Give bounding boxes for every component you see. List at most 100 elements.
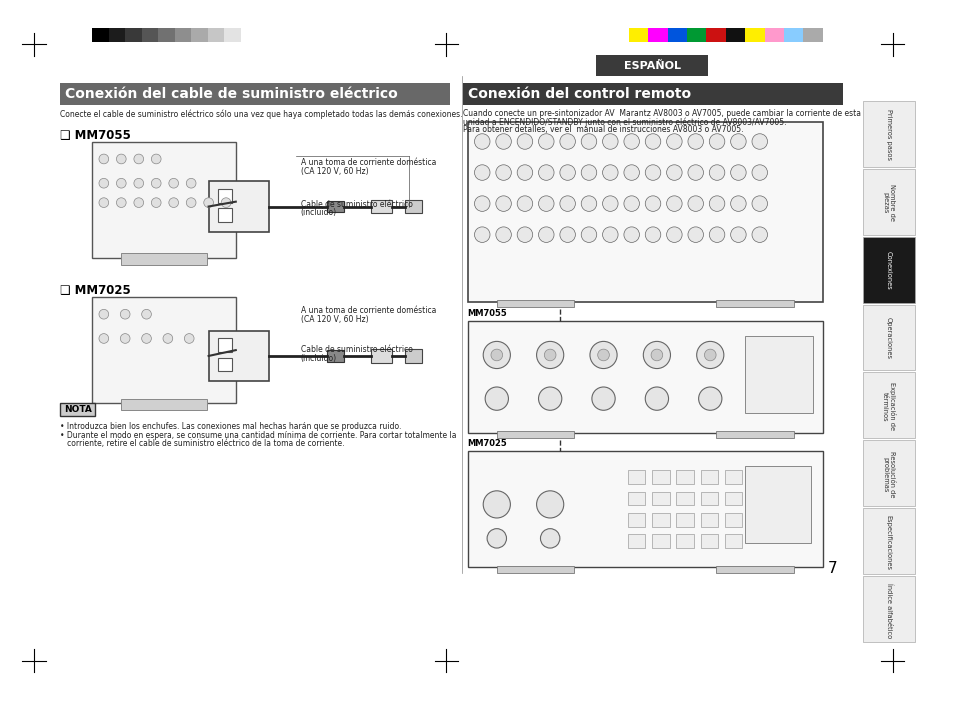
Circle shape [559, 165, 575, 181]
Circle shape [602, 227, 618, 242]
Bar [716, 430, 793, 438]
Circle shape [666, 134, 681, 149]
Bar [327, 200, 344, 212]
Text: ❑ MM7055: ❑ MM7055 [60, 129, 131, 142]
Bar [862, 304, 914, 370]
Bar [676, 492, 693, 506]
Text: MM7055: MM7055 [467, 309, 507, 319]
Bar [862, 169, 914, 234]
Bar [700, 470, 718, 484]
Text: Operaciones: Operaciones [885, 317, 891, 360]
Circle shape [116, 154, 126, 164]
Circle shape [580, 196, 597, 212]
Bar [716, 299, 793, 307]
Bar [862, 372, 914, 438]
Text: • Introduzca bien los enchufes. Las conexiones mal hechas harán que se produzca : • Introduzca bien los enchufes. Las cone… [60, 422, 401, 431]
Circle shape [537, 196, 554, 212]
Bar [676, 513, 693, 527]
Bar [218, 208, 232, 222]
Bar [125, 28, 141, 42]
Circle shape [99, 154, 109, 164]
Circle shape [730, 196, 745, 212]
Circle shape [169, 178, 178, 188]
Bar [240, 28, 257, 42]
Bar [109, 28, 125, 42]
Circle shape [120, 309, 130, 319]
Circle shape [152, 178, 161, 188]
Circle shape [623, 196, 639, 212]
Bar [700, 513, 718, 527]
Circle shape [517, 165, 532, 181]
Text: ❑ MM7025: ❑ MM7025 [60, 284, 131, 297]
Bar [744, 336, 812, 413]
Text: • Durante el modo en espera, se consume una cantidad mínima de corriente. Para c: • Durante el modo en espera, se consume … [60, 430, 456, 440]
Bar [218, 189, 232, 202]
Text: unidad a ENCENDIDO/STANDBY junto con el suministro eléctrico de AV8003/AV7005.: unidad a ENCENDIDO/STANDBY junto con el … [462, 118, 785, 127]
Bar [725, 28, 744, 42]
Circle shape [544, 349, 556, 361]
Circle shape [602, 134, 618, 149]
Circle shape [751, 196, 767, 212]
Bar [404, 349, 421, 362]
Bar [327, 350, 344, 362]
Circle shape [559, 134, 575, 149]
Circle shape [99, 198, 109, 207]
Bar [121, 399, 207, 410]
Circle shape [474, 196, 490, 212]
Text: Índice alfabético: Índice alfabético [884, 583, 891, 638]
Circle shape [559, 196, 575, 212]
Text: corriente, retire el cable de suministro eléctrico de la toma de corriente.: corriente, retire el cable de suministro… [60, 440, 344, 448]
Circle shape [644, 134, 660, 149]
Bar [862, 576, 914, 642]
Circle shape [99, 309, 109, 319]
Circle shape [708, 196, 724, 212]
Text: (incluido): (incluido) [300, 354, 336, 363]
Circle shape [487, 529, 506, 548]
Text: Explicación de
términos: Explicación de términos [881, 382, 895, 430]
Text: Cuando conecte un pre-sintonizador AV  Marantz AV8003 o AV7005, puede cambiar la: Cuando conecte un pre-sintonizador AV Ma… [462, 110, 860, 118]
Circle shape [703, 349, 716, 361]
Bar [724, 513, 741, 527]
Bar [651, 535, 669, 548]
Bar [724, 535, 741, 548]
Text: 7: 7 [827, 561, 837, 576]
Bar [141, 28, 158, 42]
Bar [209, 331, 269, 381]
Text: Especificaciones: Especificaciones [885, 515, 891, 570]
Circle shape [496, 165, 511, 181]
Bar [404, 200, 421, 213]
Circle shape [580, 134, 597, 149]
Bar [700, 492, 718, 506]
Bar [627, 492, 644, 506]
Circle shape [517, 227, 532, 242]
Bar [724, 470, 741, 484]
Circle shape [116, 198, 126, 207]
Bar [705, 28, 725, 42]
Bar [92, 28, 109, 42]
Circle shape [491, 349, 502, 361]
Text: (incluido): (incluido) [300, 208, 336, 217]
Bar [467, 321, 821, 433]
Circle shape [204, 198, 213, 207]
Text: Nombre de
piezas: Nombre de piezas [882, 184, 894, 221]
Bar [121, 253, 207, 265]
Bar [158, 28, 174, 42]
Bar [208, 28, 224, 42]
Circle shape [474, 134, 490, 149]
Bar [647, 28, 667, 42]
Bar [744, 466, 810, 543]
Circle shape [623, 165, 639, 181]
Text: Resolución de
problemas: Resolución de problemas [882, 451, 894, 498]
Text: Primeros pasos: Primeros pasos [885, 109, 891, 160]
Circle shape [474, 227, 490, 242]
Bar [218, 358, 232, 372]
Circle shape [751, 134, 767, 149]
Circle shape [589, 341, 617, 369]
Circle shape [99, 333, 109, 343]
Circle shape [133, 154, 144, 164]
Bar [628, 28, 647, 42]
Bar [60, 404, 95, 416]
Bar [744, 28, 763, 42]
Text: Cable de suministro eléctrico: Cable de suministro eléctrico [300, 200, 413, 209]
Text: MM7025: MM7025 [467, 440, 507, 448]
